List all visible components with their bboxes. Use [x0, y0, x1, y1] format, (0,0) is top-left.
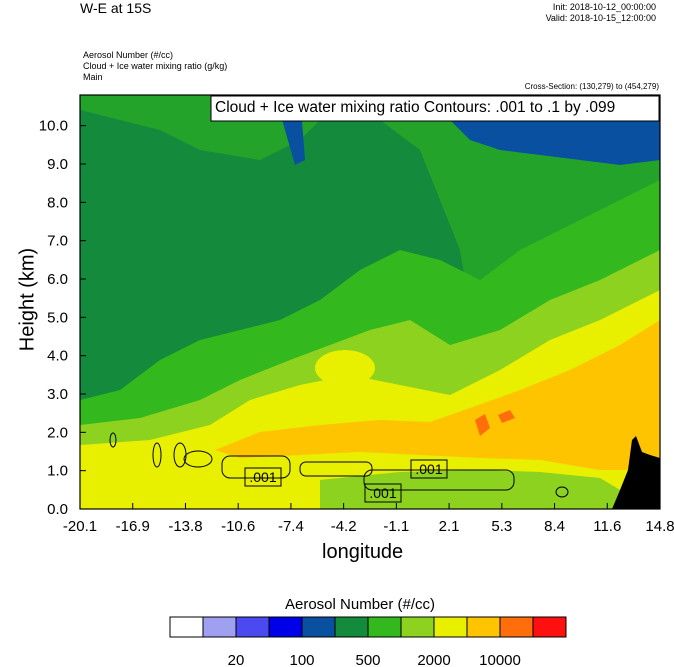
x-tick-label: -16.9 [116, 518, 150, 535]
x-tick-label: 2.1 [439, 518, 460, 535]
colorbar-cell [466, 616, 501, 638]
y-tick-label: 7.0 [47, 233, 68, 250]
colorbar-cell [334, 616, 369, 638]
x-tick-label: -10.6 [221, 518, 255, 535]
terrain-fill [612, 436, 660, 509]
contour-legend-text: Cloud + Ice water mixing ratio Contours:… [215, 99, 616, 116]
x-axis-label: longitude [322, 541, 404, 563]
contour-box-1 [221, 455, 291, 479]
colorbar-cell [367, 616, 402, 638]
fill-orange [215, 320, 660, 470]
contour-legend-box [210, 95, 660, 122]
axis-ticks: -20.1 -16.9 -13.8 -10.6 -7.4 -4.2 -1.1 2.1 5.3 8.… [39, 118, 674, 535]
y-tick-label: 6.0 [47, 271, 68, 288]
field-main-label: Main [83, 72, 103, 82]
x-tick-label: -4.2 [331, 518, 357, 535]
colorbar-tick-label: 10000 [479, 652, 521, 667]
contour-ellipse-5 [555, 486, 569, 498]
plot-frame [79, 94, 661, 510]
y-tick-label: 9.0 [47, 156, 68, 173]
y-tick-label: 10.0 [39, 118, 68, 135]
y-tick-label: 0.0 [47, 501, 68, 518]
y-tick-label: 2.0 [47, 424, 68, 441]
colorbar-cell [202, 616, 237, 638]
contour-label-box [364, 483, 402, 503]
x-tick-label: 14.8 [645, 518, 674, 535]
filled-contours [80, 95, 660, 509]
colorbar-tick-label: 100 [289, 652, 314, 667]
contour-ellipse-4 [183, 450, 213, 468]
x-tick-label: -13.8 [168, 518, 202, 535]
y-tick-label: 3.0 [47, 386, 68, 403]
colorbar-cell [268, 616, 303, 638]
colorbar-cell [433, 616, 468, 638]
y-tick-label: 1.0 [47, 463, 68, 480]
y-tick-label: 5.0 [47, 309, 68, 326]
colorbar-cell [400, 616, 435, 638]
y-tick-label: 4.0 [47, 348, 68, 365]
fill-darkorange-blob2 [498, 410, 515, 423]
field-aerosol-label: Aerosol Number (#/cc) [83, 50, 174, 60]
x-tick-label: -7.4 [278, 518, 304, 535]
colorbar-cell [532, 616, 567, 638]
plot-title: W-E at 15S [80, 0, 152, 16]
contour-ellipse-2 [152, 442, 162, 468]
init-time: Init: 2018-10-12_00:00:00 [552, 2, 656, 12]
colorbar-cell [499, 616, 534, 638]
cloud-contours [109, 432, 569, 498]
contour-box-3 [363, 469, 515, 491]
fill-yellow-blob [315, 350, 375, 386]
colorbar-cell [169, 616, 204, 638]
x-tick-label: 8.4 [544, 518, 565, 535]
colorbar-tick-labels: 20 100 500 2000 10000 [228, 652, 521, 667]
contour-label-box [410, 459, 448, 479]
cross-section-label: Cross-Section: (130,279) to (454,279) [524, 82, 659, 91]
colorbar-cell [235, 616, 270, 638]
contour-value-labels: .001 .001 .001 [244, 459, 448, 503]
colorbar-tick-label: 2000 [417, 652, 450, 667]
colorbar-cell [301, 616, 336, 638]
colorbar-tick-label: 20 [228, 652, 245, 667]
colorbar-title: Aerosol Number (#/cc) [285, 596, 436, 613]
fill-darkorange-blob [475, 414, 490, 436]
x-tick-label: 5.3 [491, 518, 512, 535]
contour-label-box [244, 467, 282, 487]
y-tick-label: 8.0 [47, 194, 68, 211]
contour-ellipse-1 [109, 432, 117, 448]
valid-time: Valid: 2018-10-15_12:00:00 [545, 13, 656, 23]
colorbar-tick-label: 500 [355, 652, 380, 667]
x-tick-label: 11.6 [593, 518, 621, 535]
colorbar-cells [169, 616, 567, 638]
x-tick-label: -20.1 [63, 518, 97, 535]
contour-label-text: .001 [415, 461, 442, 477]
contour-label-text: .001 [369, 485, 396, 501]
x-tick-label: -1.1 [383, 518, 409, 535]
contour-box-2 [299, 461, 373, 477]
field-cloud-label: Cloud + Ice water mixing ratio (g/kg) [83, 61, 228, 71]
contour-label-text: .001 [249, 469, 276, 485]
